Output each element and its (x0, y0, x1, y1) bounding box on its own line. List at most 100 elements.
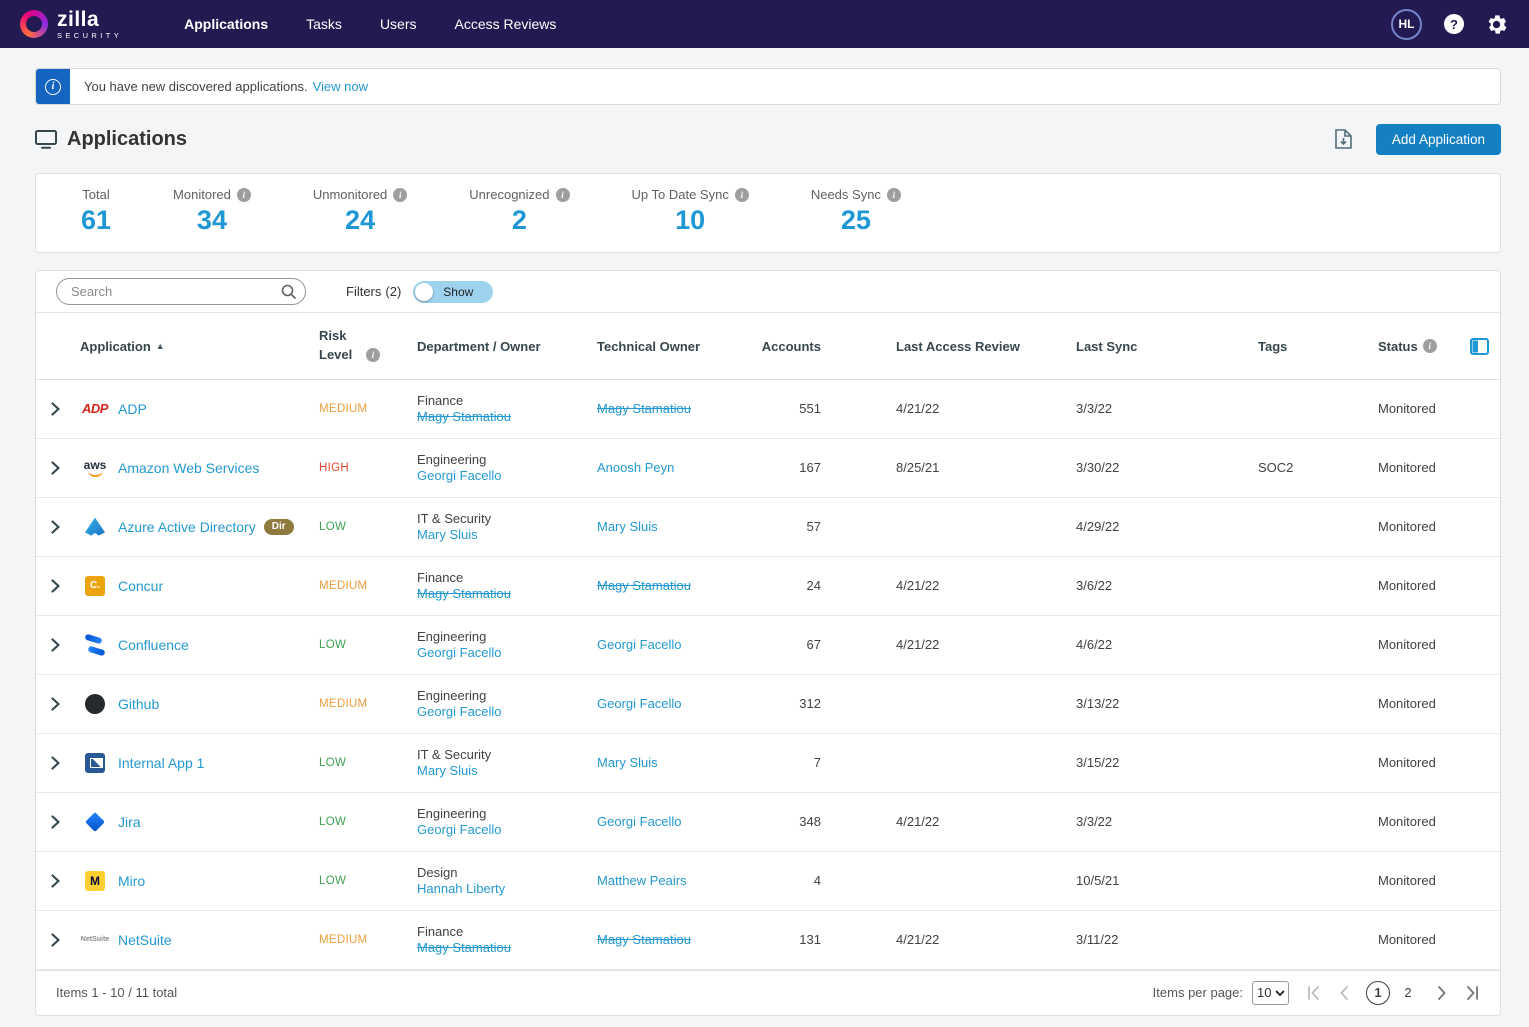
row-picker-cell (1457, 439, 1502, 497)
application-name-link[interactable]: Confluence (118, 636, 189, 653)
previous-page-button[interactable] (1339, 985, 1349, 1000)
application-name-link[interactable]: Concur (118, 577, 164, 594)
expand-row-icon[interactable] (50, 814, 60, 829)
expand-row-icon[interactable] (50, 637, 60, 652)
column-picker-icon[interactable] (1470, 337, 1489, 355)
info-icon[interactable] (886, 187, 901, 202)
department-owner-link[interactable]: Mary Sluis (417, 763, 478, 779)
application-name-link[interactable]: Miro (118, 872, 146, 889)
search-box (56, 278, 306, 306)
technical-owner-link[interactable]: Mary Sluis (597, 519, 658, 535)
last-page-button[interactable] (1464, 985, 1480, 1000)
export-pdf-icon[interactable] (1335, 129, 1352, 149)
status-value: Monitored (1378, 932, 1436, 948)
info-icon[interactable] (236, 187, 251, 202)
sort-asc-icon[interactable] (156, 341, 165, 351)
department-owner-link[interactable]: Magy Stamatiou (417, 409, 511, 425)
row-expand-cell (36, 380, 74, 438)
department-owner-link[interactable]: Georgi Facello (417, 704, 502, 720)
expand-row-icon[interactable] (50, 460, 60, 475)
netsuite-logo-icon: NetSuite (80, 936, 110, 944)
technical-owner-link[interactable]: Georgi Facello (597, 814, 682, 830)
technical-owner-link[interactable]: Magy Stamatiou (597, 578, 691, 594)
page-2-button[interactable]: 2 (1404, 985, 1412, 1001)
risk-cell: LOW (317, 852, 415, 910)
expand-row-icon[interactable] (50, 519, 60, 534)
application-name-link[interactable]: NetSuite (118, 931, 172, 948)
expand-row-icon[interactable] (50, 932, 60, 947)
page-1-button[interactable]: 1 (1366, 980, 1390, 1005)
technical-owner-link[interactable]: Georgi Facello (597, 637, 682, 653)
department-owner-link[interactable]: Magy Stamatiou (417, 940, 511, 956)
col-tags-label[interactable]: Tags (1258, 338, 1288, 354)
application-name-link[interactable]: Internal App 1 (118, 754, 205, 771)
nav-access-reviews[interactable]: Access Reviews (454, 16, 557, 32)
show-filters-toggle[interactable]: Show (413, 280, 494, 303)
application-cell: ADP ADP (74, 380, 317, 438)
department-owner-link[interactable]: Georgi Facello (417, 468, 502, 484)
info-icon[interactable] (366, 348, 380, 363)
nav-applications[interactable]: Applications (184, 16, 269, 32)
info-icon[interactable] (393, 187, 408, 202)
application-name-link[interactable]: Github (118, 695, 160, 712)
stat-needs-sync: Needs Sync 25 (811, 187, 901, 252)
expand-row-icon[interactable] (50, 578, 60, 593)
technical-owner-link[interactable]: Magy Stamatiou (597, 401, 691, 417)
first-page-button[interactable] (1306, 985, 1322, 1000)
settings-gear-icon[interactable] (1486, 14, 1507, 35)
expand-row-icon[interactable] (50, 401, 60, 416)
application-name-link[interactable]: Jira (118, 813, 141, 830)
row-expand-cell (36, 793, 74, 851)
department-owner-cell: Design Hannah Liberty (415, 852, 595, 910)
table-body: ADP ADP MEDIUM Finance Magy Stamatiou Ma… (36, 380, 1500, 970)
zilla-logo[interactable]: zilla SECURITY (20, 9, 122, 40)
col-last-sync-label[interactable]: Last Sync (1076, 338, 1138, 354)
department-owner-cell: Finance Magy Stamatiou (415, 911, 595, 969)
risk-level-value: MEDIUM (319, 402, 368, 415)
toggle-knob (415, 282, 434, 301)
expand-row-icon[interactable] (50, 696, 60, 711)
search-input[interactable] (56, 278, 306, 306)
col-accounts-label[interactable]: Accounts (761, 338, 821, 354)
filters-indicator: Filters (2) (346, 284, 401, 299)
row-picker-cell (1457, 911, 1502, 969)
technical-owner-link[interactable]: Georgi Facello (597, 696, 682, 712)
technical-owner-link[interactable]: Matthew Peairs (597, 873, 687, 889)
expand-row-icon[interactable] (50, 755, 60, 770)
items-per-page-select[interactable]: 10 (1252, 980, 1289, 1005)
department-owner-link[interactable]: Magy Stamatiou (417, 586, 511, 602)
filters-label: Filters (346, 284, 382, 300)
next-page-button[interactable] (1437, 985, 1447, 1000)
col-technical-owner-label[interactable]: Technical Owner (597, 338, 701, 354)
nav-tasks[interactable]: Tasks (306, 16, 342, 32)
department-value: Engineering (417, 806, 487, 822)
stat-label: Unmonitored (312, 187, 388, 202)
department-owner-link[interactable]: Mary Sluis (417, 527, 478, 543)
col-status-label[interactable]: Status (1378, 338, 1418, 354)
department-owner-link[interactable]: Hannah Liberty (417, 881, 506, 897)
department-owner-cell: Finance Magy Stamatiou (415, 380, 595, 438)
nav-users[interactable]: Users (379, 16, 417, 32)
view-now-link[interactable]: View now (312, 79, 368, 94)
department-owner-link[interactable]: Georgi Facello (417, 822, 502, 838)
col-application-label[interactable]: Application (80, 338, 151, 354)
col-last-access-review-label[interactable]: Last Access Review (896, 338, 1020, 354)
user-avatar[interactable]: HL (1391, 8, 1422, 40)
accounts-value: 551 (799, 401, 821, 417)
technical-owner-link[interactable]: Anoosh Peyn (597, 460, 675, 476)
col-department-owner-label[interactable]: Department / Owner (417, 338, 541, 354)
info-icon[interactable] (555, 187, 570, 202)
col-risk-level-label[interactable]: Risk Level (319, 328, 353, 363)
application-name-link[interactable]: Amazon Web Services (118, 459, 260, 476)
info-icon[interactable] (734, 187, 749, 202)
info-icon[interactable] (1422, 339, 1437, 354)
technical-owner-link[interactable]: Magy Stamatiou (597, 932, 691, 948)
application-name-link[interactable]: Azure Active Directory (118, 518, 256, 535)
department-owner-link[interactable]: Georgi Facello (417, 645, 502, 661)
expand-row-icon[interactable] (50, 873, 60, 888)
department-owner-cell: IT & Security Mary Sluis (415, 734, 595, 792)
technical-owner-link[interactable]: Mary Sluis (597, 755, 658, 771)
add-application-button[interactable]: Add Application (1375, 123, 1501, 155)
application-name-link[interactable]: ADP (118, 400, 147, 417)
help-icon[interactable] (1444, 14, 1464, 34)
